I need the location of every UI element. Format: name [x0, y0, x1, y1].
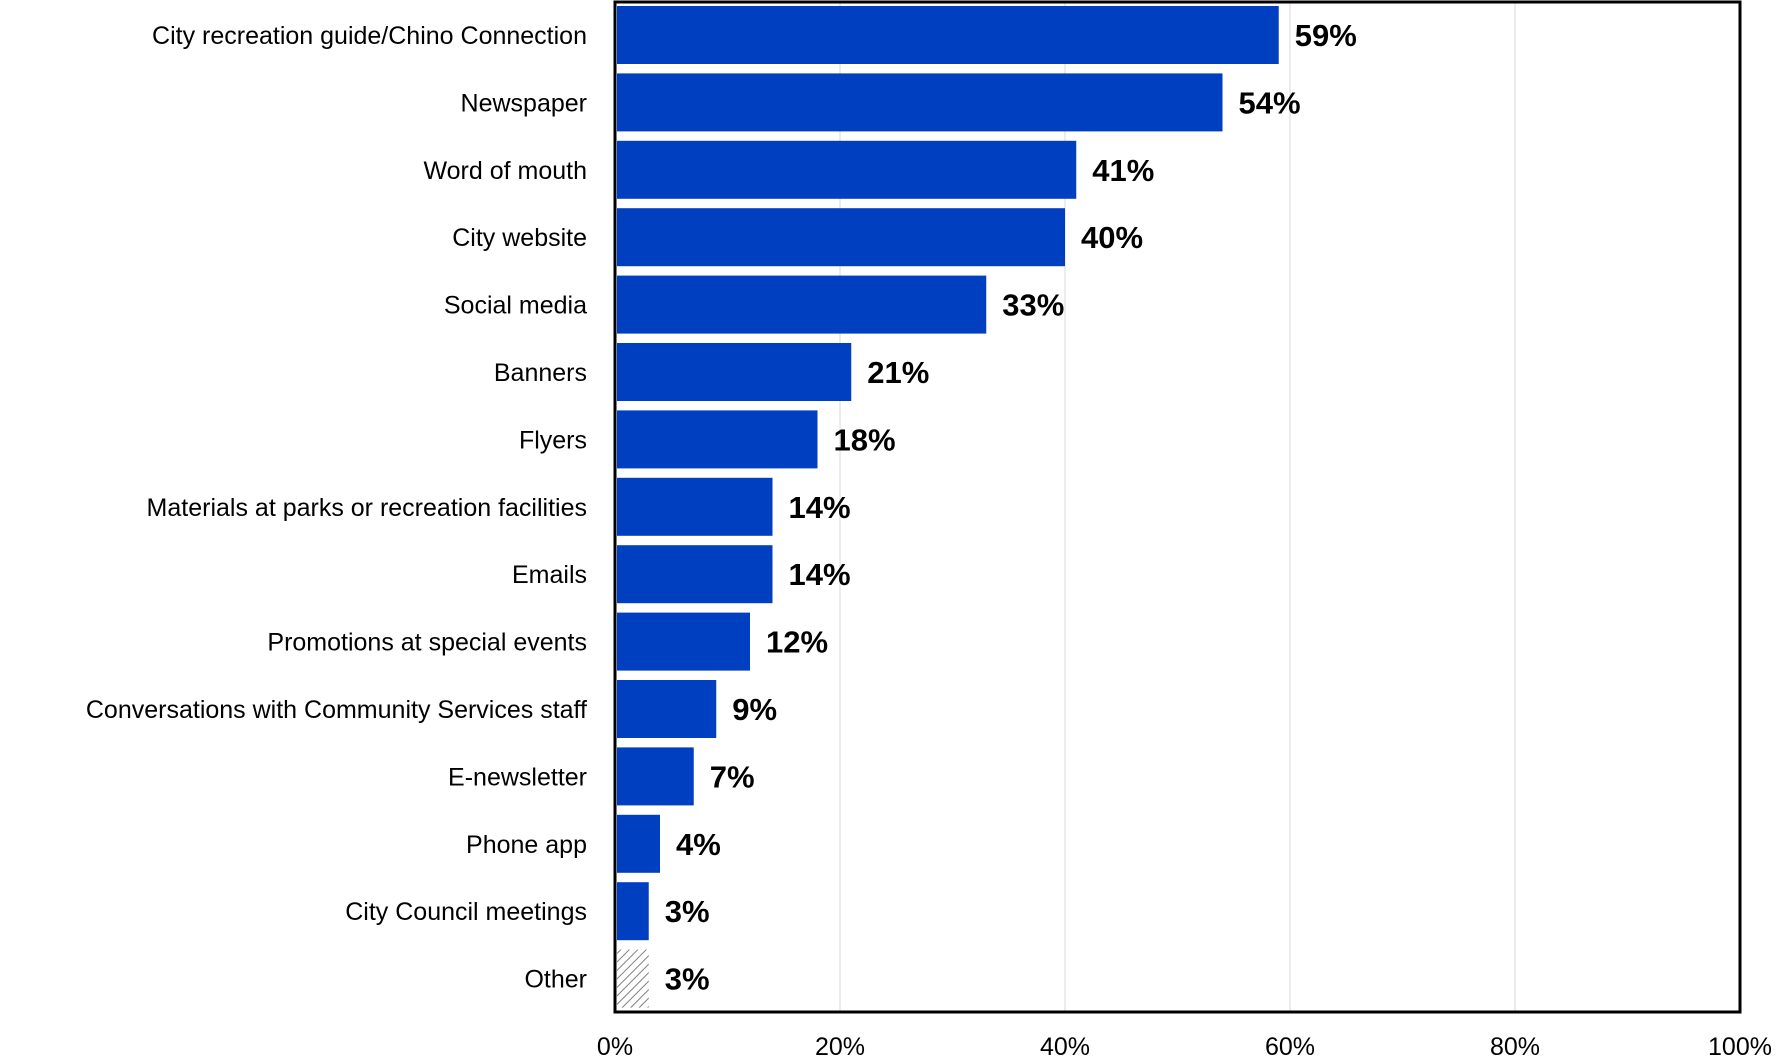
bar	[617, 545, 773, 604]
data-label: 7%	[710, 759, 755, 794]
data-label: 14%	[789, 490, 851, 525]
bar	[617, 6, 1279, 64]
bar	[617, 882, 649, 941]
data-label: 9%	[732, 692, 777, 727]
bar	[617, 208, 1065, 267]
bar	[617, 73, 1223, 132]
category-label: Flyers	[519, 426, 587, 454]
bar	[617, 612, 750, 671]
category-label: Materials at parks or recreation facilit…	[147, 494, 587, 522]
data-label: 18%	[834, 422, 896, 457]
data-labels: 59% 54% 41% 40% 33% 21% 18% 14% 14% 12% 9% 7% 4% 3% 3%	[665, 18, 1357, 997]
x-tick-label: 80%	[1490, 1033, 1540, 1061]
data-label: 3%	[665, 894, 710, 929]
category-label: E-newsletter	[448, 763, 587, 791]
category-label: Other	[524, 966, 587, 994]
x-tick-label: 100%	[1708, 1033, 1772, 1061]
x-tick-label: 20%	[815, 1033, 865, 1061]
category-label: City website	[452, 224, 587, 252]
category-label: Promotions at special events	[267, 629, 587, 657]
category-label: Conversations with Community Services st…	[86, 696, 587, 724]
data-label: 54%	[1239, 85, 1301, 120]
bar	[617, 814, 660, 873]
data-label: 40%	[1081, 220, 1143, 255]
category-label: Word of mouth	[423, 157, 587, 185]
x-axis-ticks: 0% 20% 40% 60% 80% 100%	[597, 1033, 1772, 1061]
data-label: 4%	[676, 827, 721, 862]
data-label: 41%	[1092, 153, 1154, 188]
bar	[617, 140, 1077, 199]
bar-other	[617, 949, 649, 1008]
bar	[617, 680, 717, 738]
category-label: Banners	[494, 359, 587, 387]
data-label: 21%	[867, 355, 929, 390]
data-label: 14%	[789, 557, 851, 592]
category-label: Newspaper	[461, 89, 587, 117]
x-tick-label: 40%	[1040, 1033, 1090, 1061]
bars	[617, 6, 1279, 1008]
data-label: 12%	[766, 625, 828, 660]
x-tick-label: 0%	[597, 1033, 633, 1061]
bar	[617, 275, 987, 334]
data-label: 59%	[1295, 18, 1357, 53]
plot-frame	[613, 0, 1742, 1014]
bar	[617, 343, 852, 401]
x-tick-label: 60%	[1265, 1033, 1315, 1061]
category-label: City recreation guide/Chino Connection	[152, 22, 587, 50]
category-label: Emails	[512, 561, 587, 589]
bar	[617, 747, 694, 806]
category-label: Phone app	[466, 831, 587, 859]
category-label: City Council meetings	[345, 898, 587, 926]
category-label: Social media	[444, 292, 587, 320]
category-labels: City recreation guide/Chino Connection Ne…	[86, 22, 587, 994]
bar	[617, 477, 773, 536]
bar	[617, 410, 818, 469]
data-label: 33%	[1002, 288, 1064, 323]
data-label: 3%	[665, 962, 710, 997]
